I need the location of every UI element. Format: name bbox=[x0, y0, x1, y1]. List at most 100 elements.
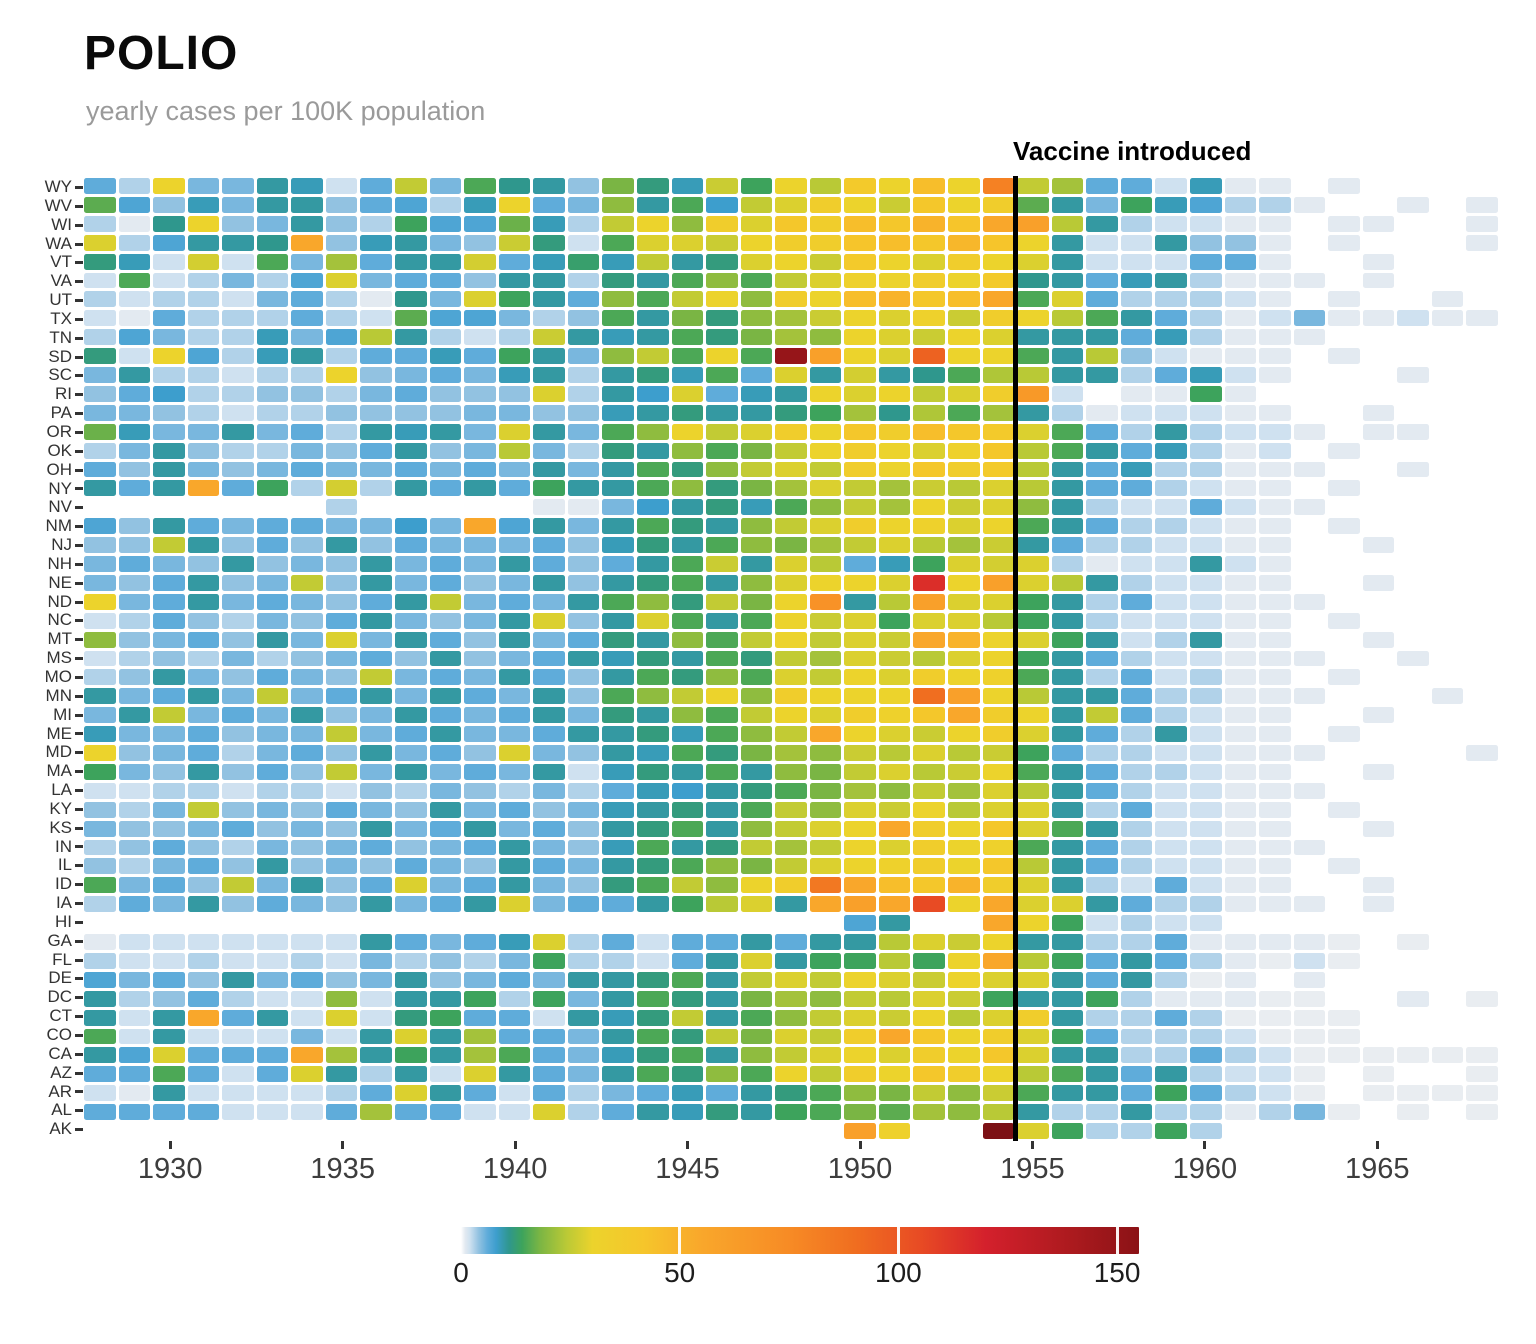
heatmap-cell[interactable] bbox=[84, 423, 116, 440]
heatmap-cell[interactable] bbox=[153, 839, 185, 856]
heatmap-cell[interactable] bbox=[256, 782, 289, 799]
heatmap-cell[interactable] bbox=[809, 688, 842, 705]
heatmap-cell[interactable] bbox=[775, 745, 807, 761]
heatmap-cell[interactable] bbox=[464, 877, 496, 894]
heatmap-cell[interactable] bbox=[1397, 990, 1429, 1007]
heatmap-cell[interactable] bbox=[671, 461, 704, 478]
heatmap-cell[interactable] bbox=[1189, 631, 1222, 648]
heatmap-cell[interactable] bbox=[913, 442, 946, 459]
heatmap-cell[interactable] bbox=[1259, 952, 1291, 969]
heatmap-cell[interactable] bbox=[1120, 782, 1153, 799]
heatmap-cell[interactable] bbox=[1086, 990, 1118, 1007]
heatmap-cell[interactable] bbox=[1051, 1066, 1084, 1083]
heatmap-cell[interactable] bbox=[118, 1104, 151, 1121]
heatmap-cell[interactable] bbox=[636, 1028, 669, 1045]
heatmap-cell[interactable] bbox=[1362, 404, 1395, 421]
heatmap-cell[interactable] bbox=[360, 310, 393, 327]
heatmap-cell[interactable] bbox=[1224, 650, 1257, 667]
heatmap-cell[interactable] bbox=[1155, 385, 1187, 402]
heatmap-cell[interactable] bbox=[1189, 801, 1222, 818]
heatmap-cell[interactable] bbox=[118, 367, 151, 383]
heatmap-cell[interactable] bbox=[187, 745, 220, 761]
heatmap-cell[interactable] bbox=[1224, 291, 1257, 308]
heatmap-cell[interactable] bbox=[291, 556, 323, 572]
heatmap-cell[interactable] bbox=[498, 1104, 531, 1121]
heatmap-cell[interactable] bbox=[706, 934, 738, 950]
heatmap-cell[interactable] bbox=[118, 442, 151, 459]
heatmap-cell[interactable] bbox=[1017, 215, 1049, 232]
heatmap-cell[interactable] bbox=[464, 404, 496, 421]
heatmap-cell[interactable] bbox=[1224, 688, 1257, 705]
heatmap-cell[interactable] bbox=[671, 1104, 704, 1121]
heatmap-cell[interactable] bbox=[1155, 896, 1187, 913]
heatmap-cell[interactable] bbox=[118, 423, 151, 440]
heatmap-cell[interactable] bbox=[602, 329, 634, 346]
heatmap-cell[interactable] bbox=[464, 896, 496, 913]
heatmap-cell[interactable] bbox=[395, 763, 427, 780]
heatmap-cell[interactable] bbox=[1086, 1028, 1118, 1045]
heatmap-cell[interactable] bbox=[671, 196, 704, 213]
heatmap-cell[interactable] bbox=[256, 952, 289, 969]
heatmap-cell[interactable] bbox=[256, 461, 289, 478]
heatmap-cell[interactable] bbox=[982, 178, 1015, 194]
heatmap-cell[interactable] bbox=[740, 934, 773, 950]
heatmap-cell[interactable] bbox=[1431, 291, 1464, 308]
heatmap-cell[interactable] bbox=[602, 272, 634, 289]
heatmap-cell[interactable] bbox=[118, 518, 151, 535]
heatmap-cell[interactable] bbox=[982, 745, 1015, 761]
heatmap-cell[interactable] bbox=[602, 782, 634, 799]
heatmap-cell[interactable] bbox=[1120, 669, 1153, 686]
heatmap-cell[interactable] bbox=[1086, 310, 1118, 327]
heatmap-cell[interactable] bbox=[1328, 310, 1360, 327]
heatmap-cell[interactable] bbox=[878, 234, 911, 251]
heatmap-cell[interactable] bbox=[187, 367, 220, 383]
heatmap-cell[interactable] bbox=[636, 952, 669, 969]
heatmap-cell[interactable] bbox=[533, 1028, 565, 1045]
heatmap-cell[interactable] bbox=[913, 367, 946, 383]
heatmap-cell[interactable] bbox=[1466, 1104, 1498, 1121]
heatmap-cell[interactable] bbox=[256, 442, 289, 459]
heatmap-cell[interactable] bbox=[809, 707, 842, 724]
heatmap-cell[interactable] bbox=[844, 1009, 876, 1026]
heatmap-cell[interactable] bbox=[1259, 348, 1291, 365]
heatmap-cell[interactable] bbox=[395, 801, 427, 818]
heatmap-cell[interactable] bbox=[498, 801, 531, 818]
heatmap-cell[interactable] bbox=[429, 574, 462, 591]
heatmap-cell[interactable] bbox=[1189, 291, 1222, 308]
heatmap-cell[interactable] bbox=[1224, 839, 1257, 856]
heatmap-cell[interactable] bbox=[982, 877, 1015, 894]
heatmap-cell[interactable] bbox=[429, 1028, 462, 1045]
heatmap-cell[interactable] bbox=[1120, 726, 1153, 743]
heatmap-cell[interactable] bbox=[1086, 253, 1118, 270]
heatmap-cell[interactable] bbox=[948, 1104, 980, 1121]
heatmap-cell[interactable] bbox=[1189, 1009, 1222, 1026]
heatmap-cell[interactable] bbox=[153, 896, 185, 913]
heatmap-cell[interactable] bbox=[913, 1047, 946, 1064]
heatmap-cell[interactable] bbox=[740, 593, 773, 610]
heatmap-cell[interactable] bbox=[464, 858, 496, 875]
heatmap-cell[interactable] bbox=[1086, 688, 1118, 705]
heatmap-cell[interactable] bbox=[913, 423, 946, 440]
heatmap-cell[interactable] bbox=[187, 574, 220, 591]
heatmap-cell[interactable] bbox=[602, 726, 634, 743]
heatmap-cell[interactable] bbox=[1189, 763, 1222, 780]
heatmap-cell[interactable] bbox=[982, 215, 1015, 232]
heatmap-cell[interactable] bbox=[636, 839, 669, 856]
heatmap-cell[interactable] bbox=[1259, 234, 1291, 251]
heatmap-cell[interactable] bbox=[498, 669, 531, 686]
heatmap-cell[interactable] bbox=[1017, 669, 1049, 686]
heatmap-cell[interactable] bbox=[429, 858, 462, 875]
heatmap-cell[interactable] bbox=[325, 669, 358, 686]
heatmap-cell[interactable] bbox=[636, 499, 669, 516]
heatmap-cell[interactable] bbox=[84, 858, 116, 875]
heatmap-cell[interactable] bbox=[84, 178, 116, 194]
heatmap-cell[interactable] bbox=[602, 1028, 634, 1045]
heatmap-cell[interactable] bbox=[636, 423, 669, 440]
heatmap-cell[interactable] bbox=[464, 820, 496, 837]
heatmap-cell[interactable] bbox=[1259, 1085, 1291, 1102]
heatmap-cell[interactable] bbox=[1155, 537, 1187, 554]
heatmap-cell[interactable] bbox=[740, 518, 773, 535]
heatmap-cell[interactable] bbox=[706, 820, 738, 837]
heatmap-cell[interactable] bbox=[1017, 385, 1049, 402]
heatmap-cell[interactable] bbox=[913, 1085, 946, 1102]
